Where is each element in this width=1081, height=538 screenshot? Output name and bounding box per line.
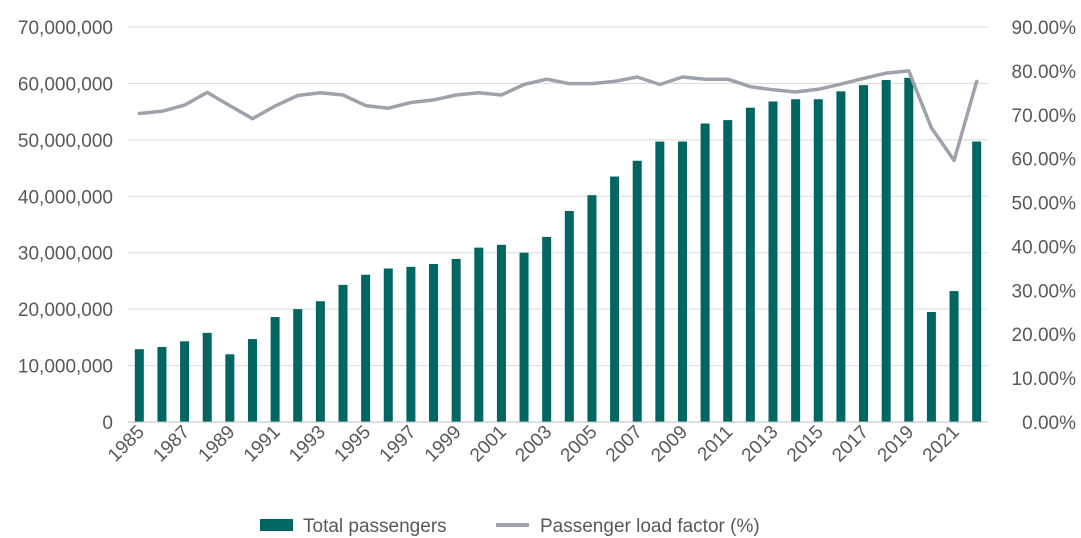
y-axis-left: 0 10,000,000 20,000,000 30,000,000 40,000,00… <box>18 18 113 434</box>
bar <box>157 346 167 422</box>
bar <box>383 268 393 422</box>
x-tick-label: 2005 <box>557 422 602 467</box>
x-tick-label: 1995 <box>330 422 375 467</box>
bar <box>677 141 687 423</box>
bar <box>202 332 212 422</box>
bar <box>813 99 823 422</box>
y-right-tick-label: 80.00% <box>1012 62 1077 83</box>
bar <box>700 123 710 422</box>
x-tick-label: 2011 <box>694 422 738 466</box>
y-right-tick-label: 20.00% <box>1012 325 1077 346</box>
x-tick-label: 2017 <box>828 422 873 467</box>
bar <box>926 311 936 422</box>
bar <box>859 85 869 422</box>
y-left-tick-label: 50,000,000 <box>18 131 113 152</box>
x-tick-label: 2007 <box>602 422 647 467</box>
y-right-tick-label: 90.00% <box>1012 18 1077 39</box>
bar <box>293 309 303 422</box>
bar <box>587 195 597 422</box>
bar <box>564 210 574 422</box>
x-tick-label: 1991 <box>240 422 285 467</box>
bar <box>247 339 257 422</box>
y-right-tick-label: 40.00% <box>1012 237 1077 258</box>
bar <box>519 252 529 422</box>
bar <box>723 120 733 422</box>
x-tick-label: 2001 <box>466 422 511 467</box>
bar <box>836 91 846 422</box>
x-tick-label: 1989 <box>195 422 240 467</box>
y-left-tick-label: 40,000,000 <box>18 187 113 208</box>
bar <box>972 141 982 423</box>
bar <box>315 301 325 422</box>
y-right-tick-label: 50.00% <box>1012 194 1077 215</box>
x-tick-label: 2015 <box>783 422 828 467</box>
bar <box>361 274 371 422</box>
y-right-tick-label: 30.00% <box>1012 281 1077 302</box>
bar <box>881 80 891 423</box>
x-tick-label: 2003 <box>511 422 556 467</box>
bar <box>451 258 461 422</box>
bar <box>949 291 959 422</box>
bar <box>745 107 755 422</box>
legend-label: Total passengers <box>303 516 447 537</box>
bar-series <box>134 77 982 423</box>
legend-swatch-bar <box>260 519 293 531</box>
bar <box>632 160 642 422</box>
x-tick-label: 2009 <box>647 422 692 467</box>
x-tick-label: 1993 <box>285 422 330 467</box>
x-tick-label: 2021 <box>919 422 964 467</box>
gridlines <box>128 26 988 423</box>
bar <box>474 247 484 422</box>
y-left-tick-label: 30,000,000 <box>18 244 113 265</box>
bar <box>406 266 416 422</box>
y-left-tick-label: 70,000,000 <box>18 18 113 39</box>
bar <box>904 77 914 423</box>
x-tick-label: 1997 <box>376 422 421 467</box>
y-left-tick-label: 60,000,000 <box>18 74 113 95</box>
x-tick-label: 2013 <box>738 422 783 467</box>
x-tick-label: 2019 <box>874 422 919 467</box>
bar <box>791 99 801 422</box>
bar <box>180 341 190 422</box>
bar <box>542 236 552 422</box>
y-left-tick-label: 20,000,000 <box>18 300 113 321</box>
bar <box>496 244 506 422</box>
bar <box>225 354 235 422</box>
bar <box>655 141 665 423</box>
y-right-tick-label: 70.00% <box>1012 106 1077 127</box>
y-right-tick-label: 60.00% <box>1012 150 1077 171</box>
legend-label: Passenger load factor (%) <box>540 516 760 537</box>
bar <box>768 101 778 422</box>
y-left-tick-label: 0 <box>102 413 113 434</box>
x-axis: 1985 1987 1989 1991 1993 1995 1997 1999 2001 2003… <box>104 422 963 467</box>
bar <box>338 284 348 422</box>
bar <box>134 349 144 422</box>
bar <box>610 176 620 422</box>
bar <box>270 317 280 422</box>
y-right-tick-label: 10.00% <box>1012 369 1077 390</box>
y-axis-right: 0.00% 10.00% 20.00% 30.00% 40.00% 50.00% 60.00… <box>1012 18 1077 434</box>
x-tick-label: 1987 <box>149 422 194 467</box>
y-left-tick-label: 10,000,000 <box>18 357 113 378</box>
x-tick-label: 1999 <box>421 422 466 467</box>
legend: Total passengers Passenger load factor (%… <box>260 516 760 537</box>
y-right-tick-label: 0.00% <box>1022 413 1076 434</box>
bar <box>429 264 439 422</box>
line-series <box>137 69 979 163</box>
